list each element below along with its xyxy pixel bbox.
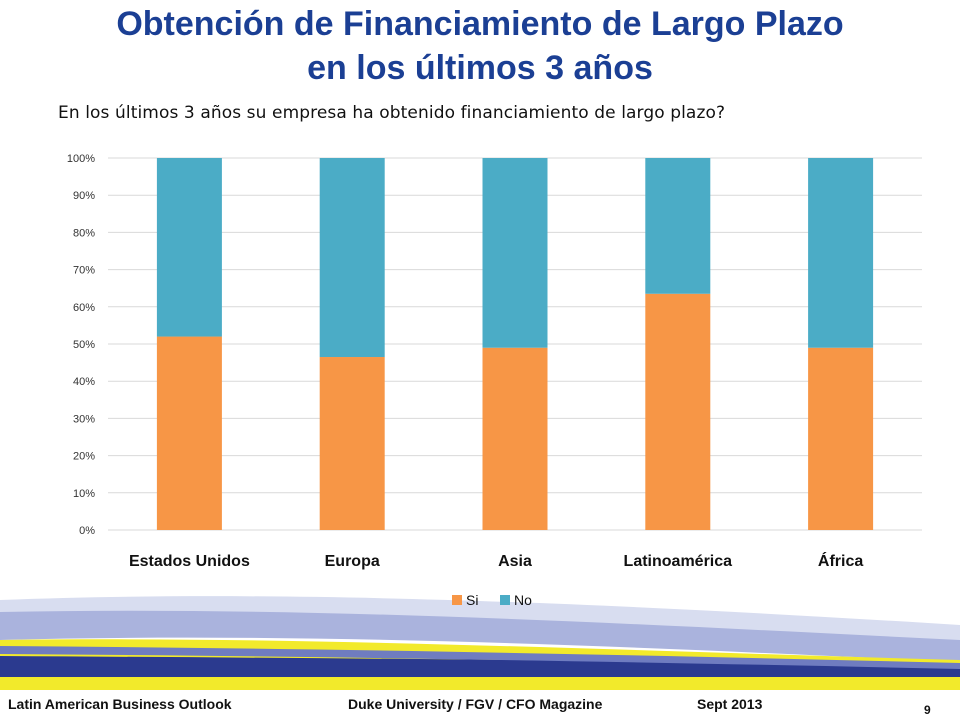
y-tick-label: 40% xyxy=(73,376,95,388)
x-category-label: África xyxy=(818,551,863,570)
slide-title: Obtención de Financiamiento de Largo Pla… xyxy=(0,2,960,90)
x-category-label: Latinoamérica xyxy=(624,553,733,570)
bar-si xyxy=(156,336,222,530)
footer-right-text: Sept 2013 xyxy=(697,696,763,712)
bar-no xyxy=(319,158,385,358)
legend-swatch-si xyxy=(452,595,462,605)
legend-label-si: Si xyxy=(466,592,478,608)
bar-si xyxy=(645,293,711,530)
footer: Latin American Business Outlook Duke Uni… xyxy=(0,690,960,720)
y-tick-label: 10% xyxy=(73,488,95,500)
y-tick-label: 20% xyxy=(73,451,95,463)
bar-si xyxy=(808,347,874,530)
footer-center-text: Duke University / FGV / CFO Magazine xyxy=(348,696,603,712)
bar-no xyxy=(808,158,874,348)
y-tick-label: 90% xyxy=(73,190,95,202)
x-axis-category-labels: Estados Unidos Europa Asia Latinoamérica Áfr… xyxy=(129,551,863,570)
bar-no xyxy=(156,158,222,337)
y-axis-tick-labels: 0% 10% 20% 30% 40% 50% 60% 70% 80% 90% 100% xyxy=(67,153,95,537)
legend-swatch-no xyxy=(500,595,510,605)
y-tick-label: 70% xyxy=(73,265,95,277)
x-category-label: Asia xyxy=(498,553,532,570)
title-line-1: Obtención de Financiamiento de Largo Pla… xyxy=(116,5,844,43)
x-category-label: Estados Unidos xyxy=(129,553,250,570)
title-line-2: en los últimos 3 años xyxy=(307,49,653,87)
banner-band-light xyxy=(0,610,960,662)
bar-no xyxy=(482,158,548,348)
footer-left-text: Latin American Business Outlook xyxy=(8,696,232,712)
bar-si xyxy=(482,347,548,530)
y-tick-label: 0% xyxy=(79,525,95,537)
banner-band-mid xyxy=(0,646,960,669)
chart-question: En los últimos 3 años su empresa ha obte… xyxy=(58,103,726,123)
y-tick-label: 80% xyxy=(73,227,95,239)
legend: Si No xyxy=(452,592,532,608)
footer-decorative-banner xyxy=(0,585,960,690)
bars xyxy=(156,158,874,530)
y-tick-label: 60% xyxy=(73,302,95,314)
y-tick-label: 30% xyxy=(73,413,95,425)
bar-si xyxy=(319,357,385,530)
page-number: 9 xyxy=(924,703,931,717)
banner-yellow-strip xyxy=(0,677,960,690)
bar-no xyxy=(645,158,711,294)
y-tick-label: 100% xyxy=(67,153,95,165)
y-tick-label: 50% xyxy=(73,339,95,351)
legend-label-no: No xyxy=(514,592,532,608)
x-category-label: Europa xyxy=(325,553,380,570)
